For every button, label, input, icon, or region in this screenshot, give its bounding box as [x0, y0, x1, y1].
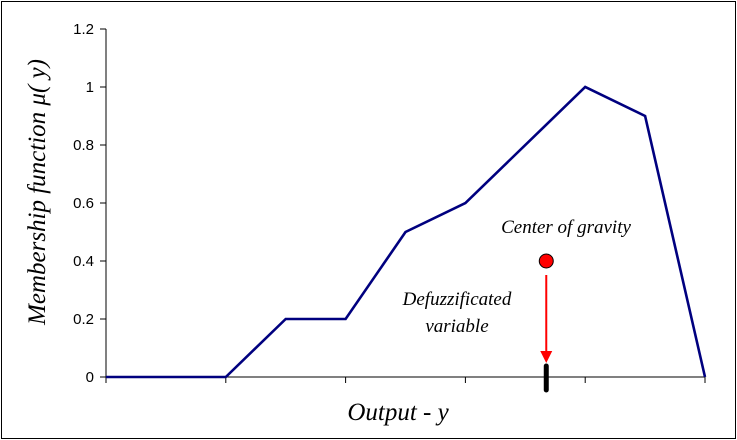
y-tick-label: 1.2: [73, 21, 94, 38]
defuzzified-label-line1: Defuzzificated: [402, 289, 512, 310]
y-axis-label: Membership function μ( y): [24, 59, 51, 326]
center-of-gravity-label: Center of gravity: [501, 217, 631, 238]
y-ticks: 0 0.2 0.4 0.6 0.8 1 1.2: [73, 21, 106, 386]
center-of-gravity-marker: [538, 253, 554, 269]
x-ticks: [105, 377, 706, 383]
y-tick-label: 0.8: [73, 137, 94, 154]
y-tick-label: 1: [86, 79, 94, 96]
axes: [105, 29, 705, 378]
y-tick-label: 0: [86, 369, 94, 386]
y-tick-label: 0.4: [73, 253, 94, 270]
series-layer: [106, 85, 707, 379]
series-line-0: [106, 85, 707, 379]
defuzzified-label-line2: variable: [425, 316, 488, 337]
arrow-head: [540, 351, 553, 363]
y-tick-label: 0.6: [73, 195, 94, 212]
x-axis-label: Output - y: [347, 399, 449, 426]
annotations: [538, 253, 554, 393]
y-tick-label: 0.2: [73, 311, 94, 328]
